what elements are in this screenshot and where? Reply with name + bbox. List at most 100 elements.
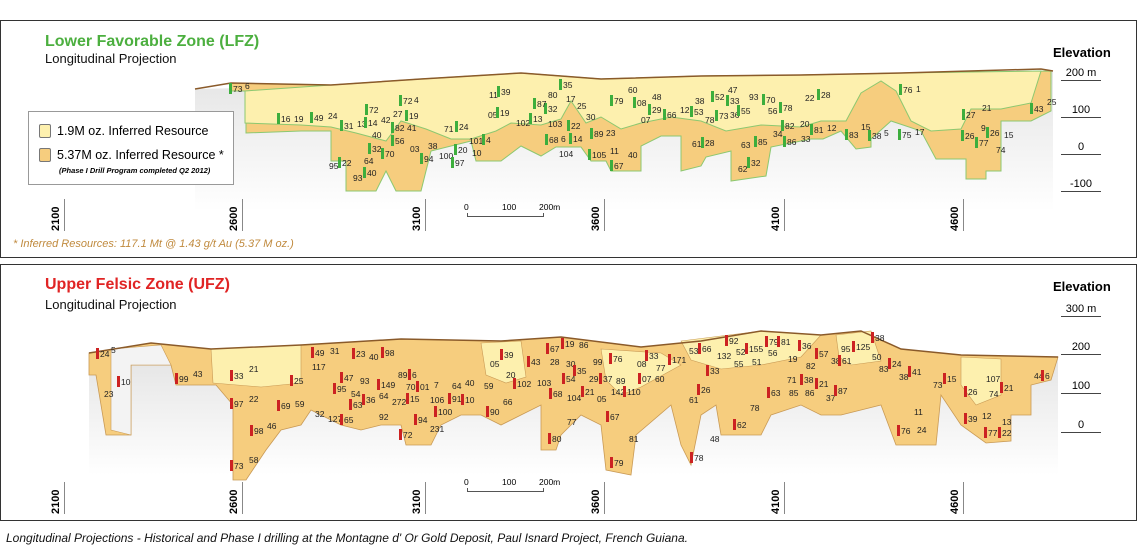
- drill-hole-label: 35: [563, 80, 573, 90]
- drill-hole-label: 75: [902, 130, 912, 140]
- drill-hole-label: 70: [766, 95, 776, 105]
- drill-hole-label: 21: [249, 364, 259, 374]
- drill-hole-label: 9: [981, 123, 986, 133]
- drill-hole-label: 93: [353, 173, 363, 183]
- drill-hole-trace: [420, 153, 423, 164]
- easting-tick: [64, 482, 65, 514]
- drill-hole-label: 07: [642, 374, 652, 384]
- topographic-surface: [194, 68, 1054, 90]
- drill-hole-label: 104: [567, 393, 581, 403]
- drill-hole-trace: [368, 143, 371, 154]
- drill-hole-label: 54: [351, 389, 361, 399]
- drill-hole-label: 100: [438, 407, 452, 417]
- drill-hole-trace: [599, 373, 602, 384]
- drill-hole-label: 39: [504, 350, 514, 360]
- drill-hole-label: 62: [737, 420, 747, 430]
- drill-hole-label: 15: [861, 122, 871, 132]
- drill-hole-label: 4: [486, 135, 491, 145]
- drill-hole-label: 82: [785, 121, 795, 131]
- easting-tick: [425, 482, 426, 514]
- drill-hole-label: 19: [409, 111, 419, 121]
- drill-hole-label: 107: [986, 374, 1000, 384]
- drill-hole-trace: [897, 425, 900, 436]
- legend-item-light: 1.9M oz. Inferred Resource: [39, 124, 208, 138]
- drill-hole-label: 59: [295, 399, 305, 409]
- drill-hole-trace: [451, 157, 454, 168]
- drill-hole-label: 12: [680, 105, 690, 115]
- drill-hole-trace: [1041, 370, 1044, 381]
- drill-hole-label: 105: [592, 150, 606, 160]
- drill-hole-label: 38: [695, 96, 705, 106]
- drill-hole-label: 10: [465, 395, 475, 405]
- drill-hole-trace: [777, 336, 780, 347]
- easting-tick: [604, 482, 605, 514]
- drill-hole-trace: [781, 120, 784, 131]
- drill-hole-trace: [338, 157, 341, 168]
- drill-hole-label: 86: [579, 340, 589, 350]
- drill-hole-label: 1: [916, 84, 921, 94]
- drill-hole-trace: [349, 399, 352, 410]
- drill-hole-trace: [573, 365, 576, 376]
- easting-label: 3100: [411, 489, 423, 514]
- drill-hole-trace: [1000, 382, 1003, 393]
- drill-hole-label: 14: [573, 134, 583, 144]
- drill-hole-label: 73: [719, 111, 729, 121]
- dark-swatch-icon: [39, 148, 51, 162]
- drill-hole-trace: [548, 433, 551, 444]
- drill-hole-trace: [648, 104, 651, 115]
- drill-hole-trace: [998, 427, 1001, 438]
- drill-hole-label: 74: [996, 145, 1006, 155]
- drill-hole-label: 28: [550, 357, 560, 367]
- drill-hole-label: 132: [717, 351, 731, 361]
- drill-hole-label: 6: [412, 370, 417, 380]
- drill-hole-label: 95: [329, 161, 339, 171]
- drill-hole-label: 47: [344, 373, 354, 383]
- drill-hole-label: 05: [490, 359, 500, 369]
- drill-hole-label: 13: [1002, 417, 1012, 427]
- drill-hole-label: 33: [730, 96, 740, 106]
- drill-hole-trace: [815, 378, 818, 389]
- drill-hole-trace: [783, 136, 786, 147]
- easting-label: 2100: [50, 206, 62, 231]
- drill-hole-label: 102: [517, 379, 531, 389]
- drill-hole-label: 35: [577, 366, 587, 376]
- drill-hole-label: 83: [879, 364, 889, 374]
- drill-hole-trace: [610, 457, 613, 468]
- drill-hole-label: 52: [736, 347, 746, 357]
- drill-hole-trace: [381, 347, 384, 358]
- inferred-light-zone: [110, 344, 172, 436]
- drill-hole-label: 29: [589, 374, 599, 384]
- drill-hole-trace: [340, 414, 343, 425]
- drill-hole-trace: [310, 112, 313, 123]
- drill-hole-label: 24: [100, 349, 110, 359]
- easting-label: 2100: [50, 489, 62, 514]
- drill-hole-label: 25: [294, 376, 304, 386]
- drill-hole-label: 11: [489, 90, 498, 100]
- drill-hole-trace: [416, 381, 419, 392]
- drill-hole-label: 64: [379, 391, 389, 401]
- drill-hole-trace: [762, 94, 765, 105]
- drill-hole-label: 56: [768, 106, 778, 116]
- drill-hole-trace: [726, 95, 729, 106]
- drill-hole-label: 73: [234, 461, 244, 471]
- drill-hole-label: 63: [353, 400, 363, 410]
- drill-hole-label: 71: [787, 375, 797, 385]
- drill-hole-label: 102: [516, 118, 530, 128]
- easting-label: 4600: [949, 489, 961, 514]
- drill-hole-trace: [230, 460, 233, 471]
- drill-hole-label: 60: [628, 85, 638, 95]
- drill-hole-trace: [362, 394, 365, 405]
- drill-hole-trace: [486, 406, 489, 417]
- drill-hole-label: 94: [418, 415, 428, 425]
- drill-hole-label: 69: [281, 401, 291, 411]
- drill-hole-label: 78: [705, 115, 715, 125]
- drill-hole-trace: [408, 369, 411, 380]
- drill-hole-label: 38: [428, 141, 438, 151]
- scale-bar: [467, 213, 544, 217]
- drill-hole-trace: [434, 406, 437, 417]
- easting-label: 3600: [590, 489, 602, 514]
- drill-hole-label: 125: [856, 342, 870, 352]
- drill-hole-trace: [898, 129, 901, 140]
- legend-item-dark: 5.37M oz. Inferred Resource *: [39, 148, 224, 162]
